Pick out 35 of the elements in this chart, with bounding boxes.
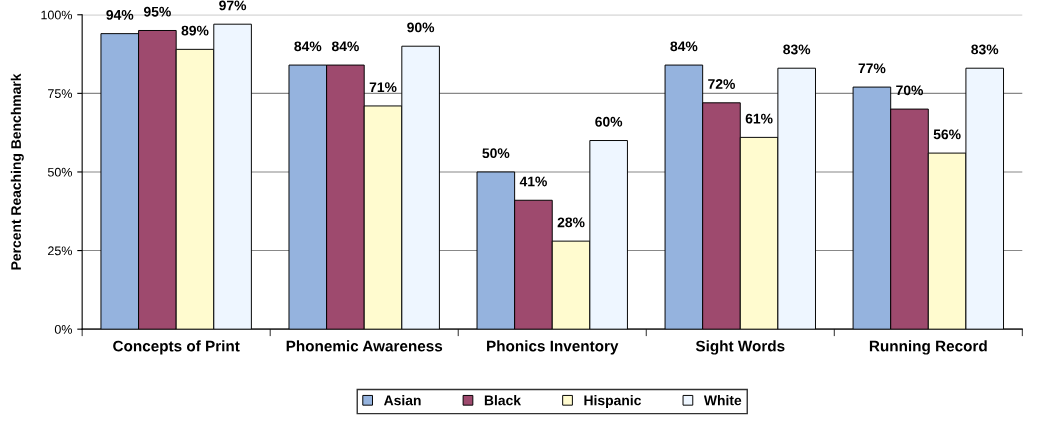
x-tick-label: Concepts of Print [113, 340, 240, 355]
data-label: 97% [219, 0, 247, 11]
data-label: 84% [670, 41, 698, 52]
legend-label: Hispanic [584, 395, 641, 409]
data-label: 94% [106, 9, 134, 20]
data-label: 77% [858, 63, 886, 74]
data-label: 60% [595, 116, 623, 127]
y-tick-label: 0% [54, 324, 72, 334]
y-axis-title: Percent Reaching Benchmark [10, 73, 24, 270]
data-label: 41% [519, 176, 547, 187]
data-label: 28% [557, 217, 585, 228]
data-label: 83% [971, 44, 999, 55]
data-label: 83% [783, 44, 811, 55]
x-tick-label: Sight Words [695, 340, 785, 355]
data-label: 95% [143, 6, 171, 17]
data-label: 61% [745, 113, 773, 124]
data-label: 71% [369, 82, 397, 93]
data-label: 70% [896, 85, 924, 96]
y-tick-label: 25% [48, 246, 72, 256]
x-tick-label: Phonics Inventory [487, 340, 619, 355]
legend-label: Asian [383, 395, 421, 406]
legend-label: White [703, 395, 742, 406]
x-tick-label: Running Record [869, 340, 987, 355]
legend-label: Black [484, 395, 522, 406]
data-label: 72% [708, 79, 735, 89]
data-label: 50% [482, 148, 510, 159]
data-label: 89% [181, 25, 209, 36]
y-tick-label: 75% [48, 89, 72, 99]
data-label: 56% [933, 129, 961, 140]
data-label: 90% [407, 22, 435, 33]
x-tick-label: Phonemic Awareness [286, 340, 443, 352]
y-tick-label: 100% [41, 10, 72, 20]
data-label: 84% [331, 41, 359, 52]
y-tick-label: 50% [47, 167, 72, 177]
data-label: 84% [294, 41, 322, 52]
